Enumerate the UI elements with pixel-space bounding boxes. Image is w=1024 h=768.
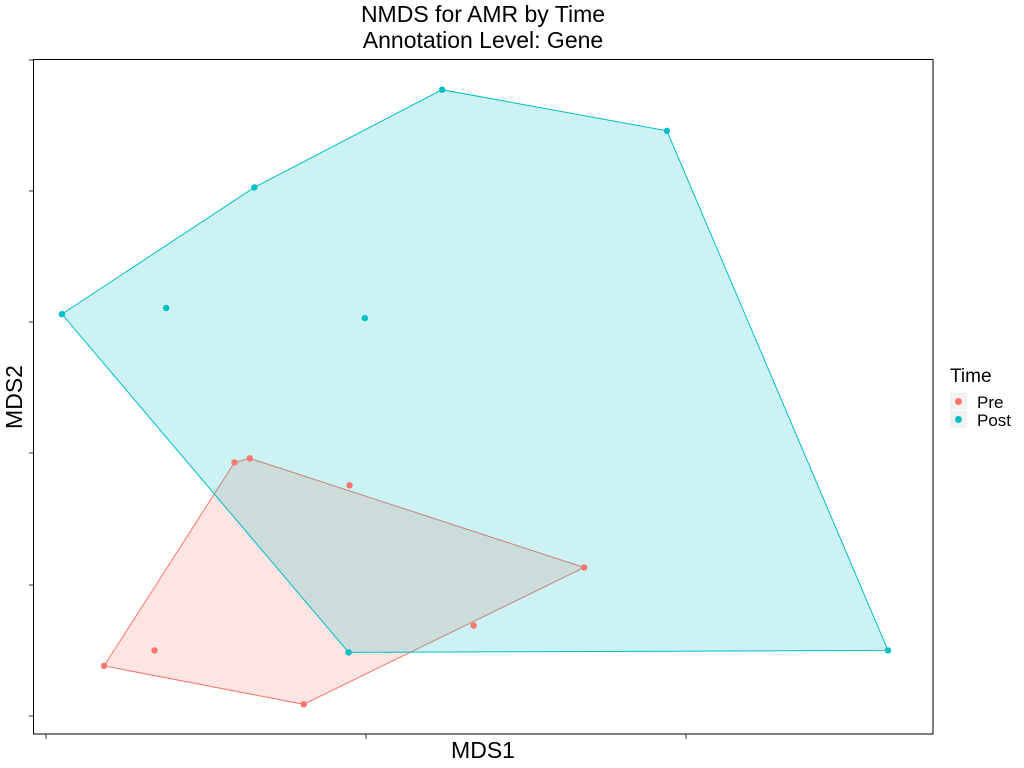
hull-layer [61,89,889,705]
point-post [251,184,258,191]
hull-pre [103,457,586,705]
point-post [345,649,352,656]
point-pre [151,647,158,654]
point-pre [231,459,238,466]
point-pre [246,455,253,462]
legend-title: Time [950,366,992,387]
legend-dot-pre [955,398,962,405]
point-post [361,314,368,322]
chart-subtitle: Annotation Level: Gene [363,27,603,53]
x-axis-title: MDS1 [451,737,515,763]
axis-ticks [29,59,687,739]
point-pre [300,701,307,708]
point-pre [346,482,353,489]
legend-label-pre: Pre [977,393,1003,412]
point-pre [100,662,108,670]
point-post [438,86,446,93]
plot-panel [33,59,934,735]
point-post [58,310,66,318]
point-post [884,647,892,654]
y-axis-title: MDS2 [1,365,27,429]
chart-title: NMDS for AMR by Time [361,1,605,27]
point-pre [581,564,588,571]
legend-label-post: Post [977,411,1011,430]
point-post [163,304,170,312]
point-layer [58,86,892,708]
legend: Time Pre Post [950,366,1011,430]
point-pre [470,622,477,629]
legend-dot-post [955,416,962,423]
point-post [663,127,671,134]
